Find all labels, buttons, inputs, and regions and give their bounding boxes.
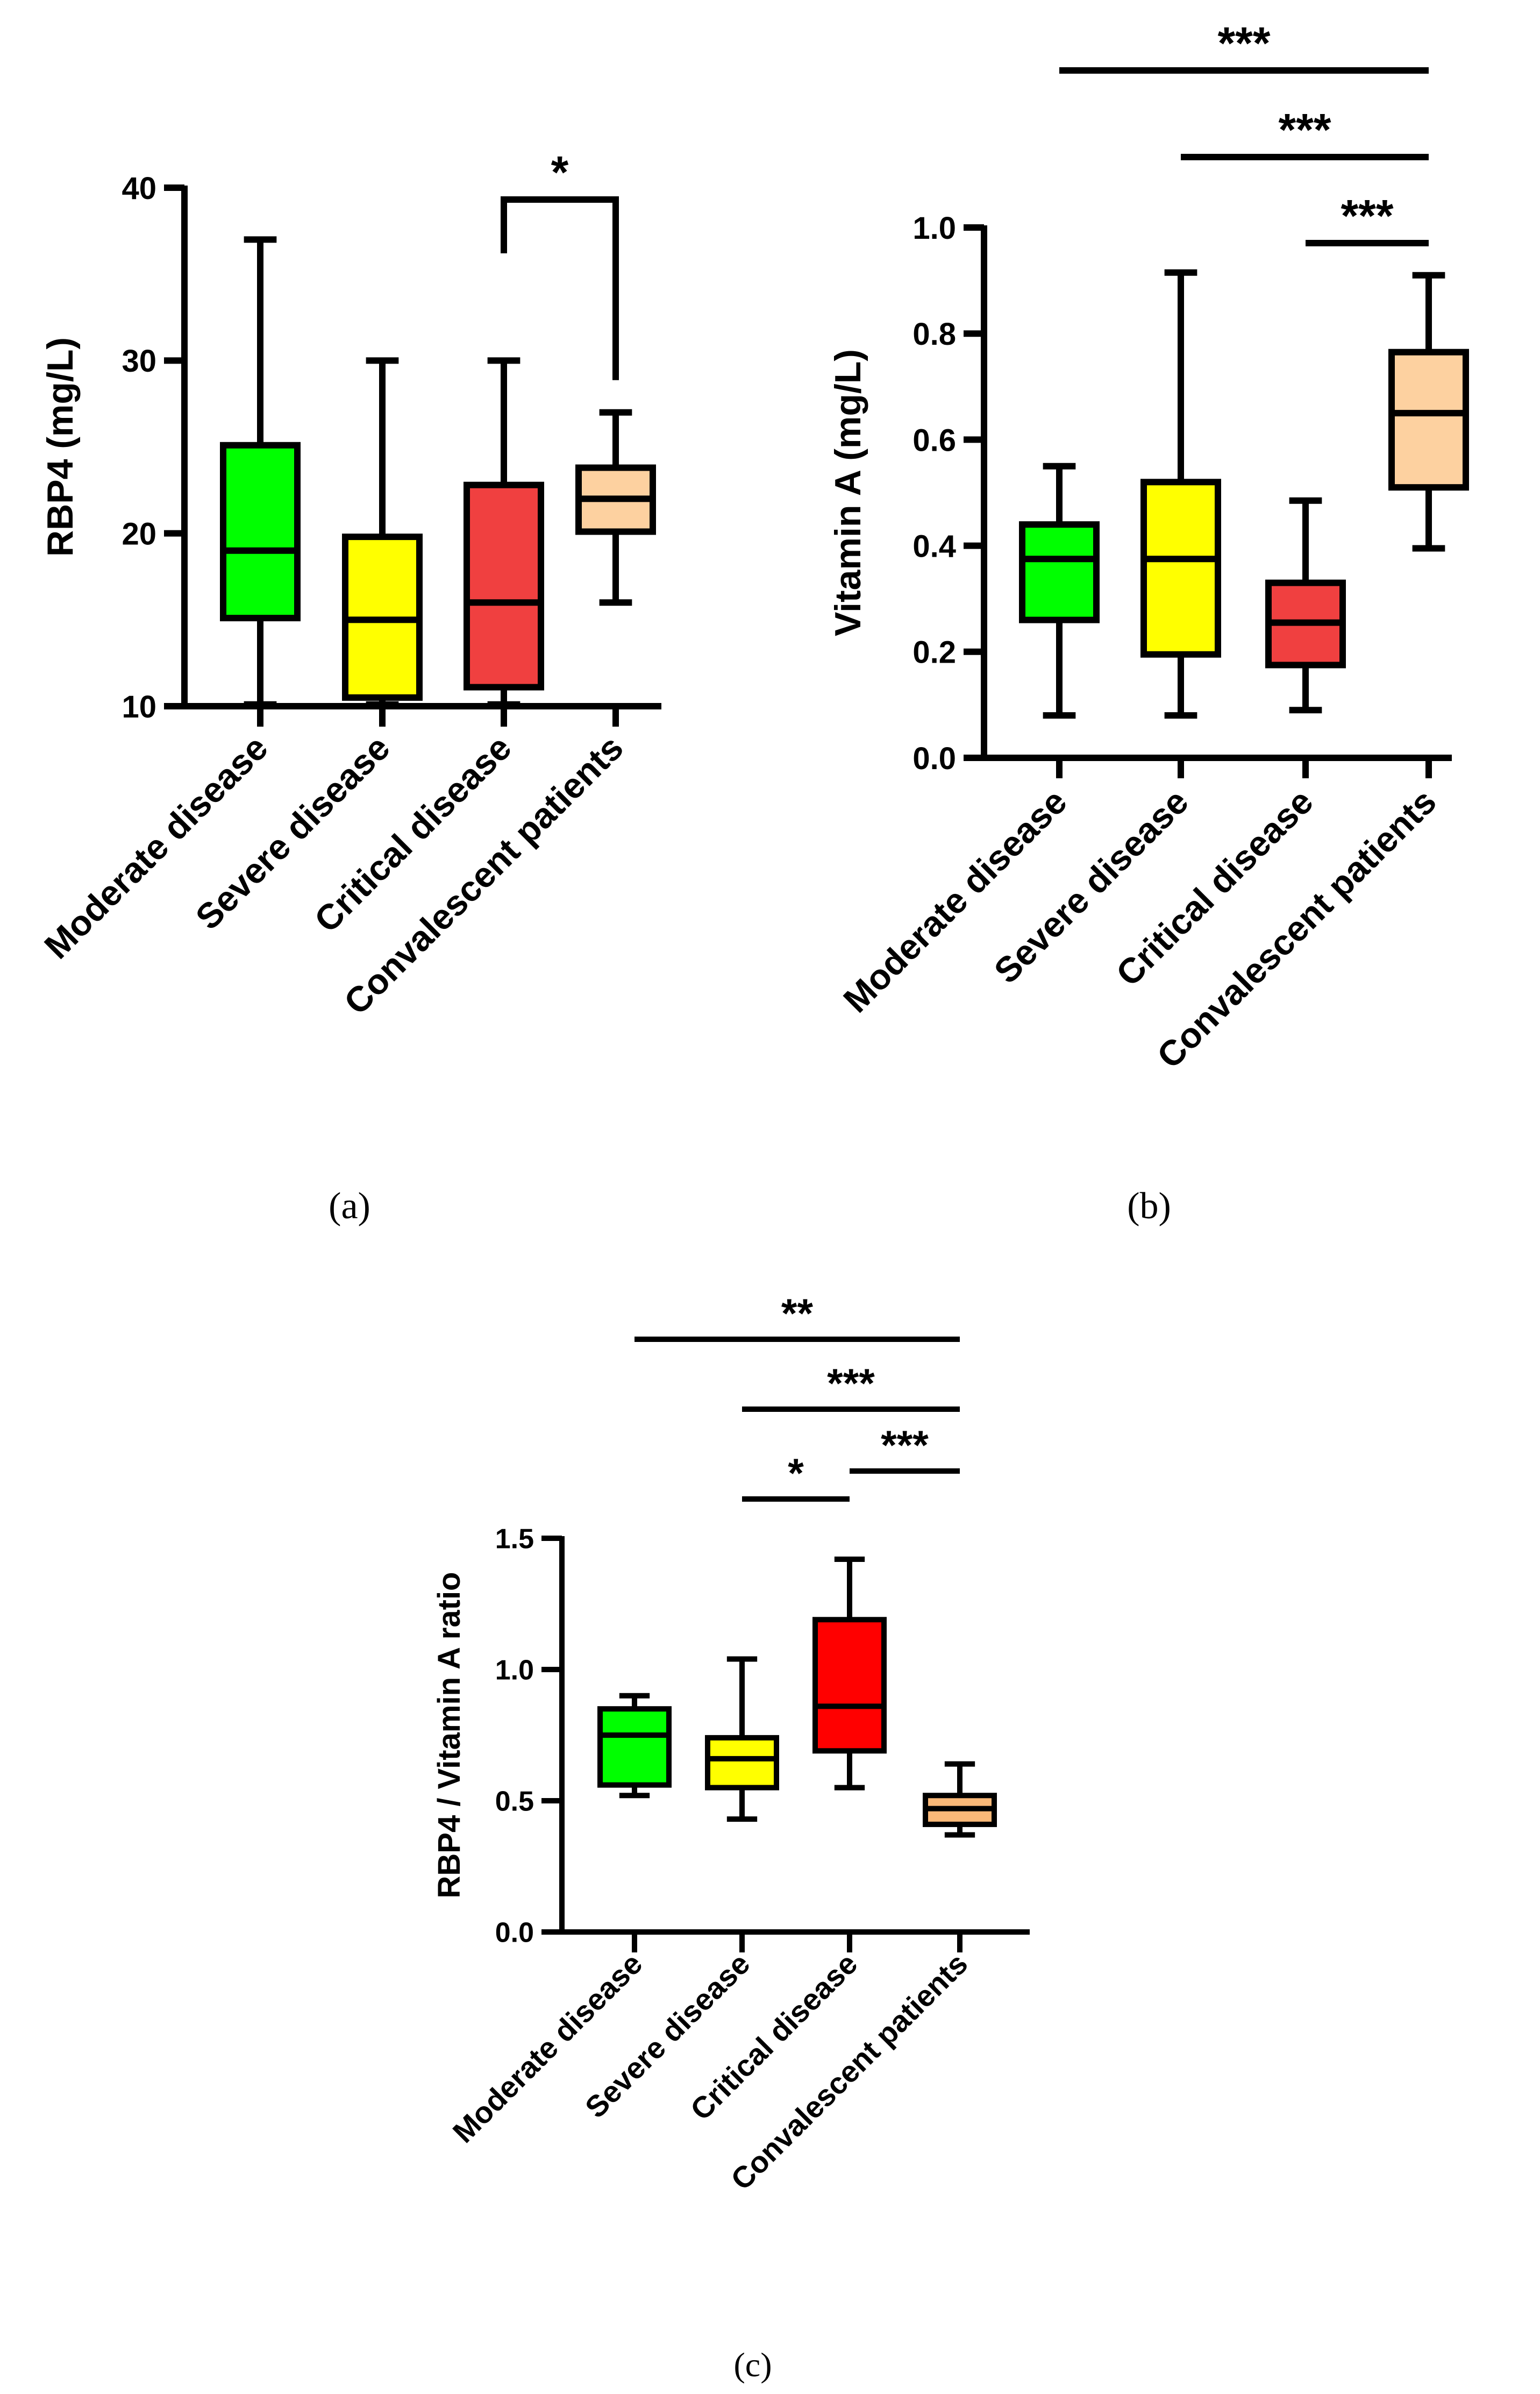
- y-tick-label: 0.2: [912, 635, 956, 670]
- y-tick-label: 0.4: [912, 529, 956, 564]
- box-2: [812, 1617, 887, 1754]
- box-0: [1019, 521, 1100, 623]
- y-tick-label: 30: [122, 344, 156, 379]
- significance-label: ***: [881, 1423, 929, 1468]
- significance-label: *: [788, 1451, 804, 1496]
- box-2: [464, 481, 544, 691]
- y-axis-title: Vitamin A (mg/L): [828, 349, 868, 636]
- y-tick-label: 0.6: [912, 423, 956, 458]
- significance-label: ***: [1278, 104, 1331, 155]
- box-1: [1140, 479, 1221, 658]
- y-tick-label: 0.0: [912, 741, 956, 776]
- box-0: [220, 442, 301, 622]
- y-tick-label: 1.0: [912, 211, 956, 246]
- box-3: [1388, 349, 1469, 491]
- y-tick-label: 40: [122, 171, 156, 206]
- significance-label: **: [781, 1291, 814, 1337]
- panel-label: (b): [1127, 1185, 1171, 1227]
- significance-label: ***: [1217, 18, 1270, 68]
- y-tick-label: 1.0: [495, 1655, 534, 1686]
- y-tick-label: 1.5: [495, 1524, 534, 1555]
- y-tick-label: 0.0: [495, 1917, 534, 1949]
- significance-label: ***: [827, 1361, 875, 1406]
- y-tick-label: 0.8: [912, 317, 956, 352]
- y-axis-title: RBP4 (mg/L): [40, 337, 81, 557]
- panel-label: (a): [329, 1185, 370, 1227]
- box-1: [705, 1735, 779, 1791]
- y-tick-label: 0.5: [495, 1786, 534, 1817]
- y-tick-label: 20: [122, 517, 156, 552]
- y-tick-label: 10: [122, 690, 156, 724]
- significance-label: *: [551, 147, 569, 197]
- significance-bracket: [501, 196, 619, 380]
- y-axis-title: RBP4 / Vitamin A ratio: [432, 1572, 467, 1899]
- significance-label: ***: [1341, 190, 1393, 241]
- panel-label: (c): [733, 2346, 772, 2384]
- box-0: [597, 1706, 672, 1788]
